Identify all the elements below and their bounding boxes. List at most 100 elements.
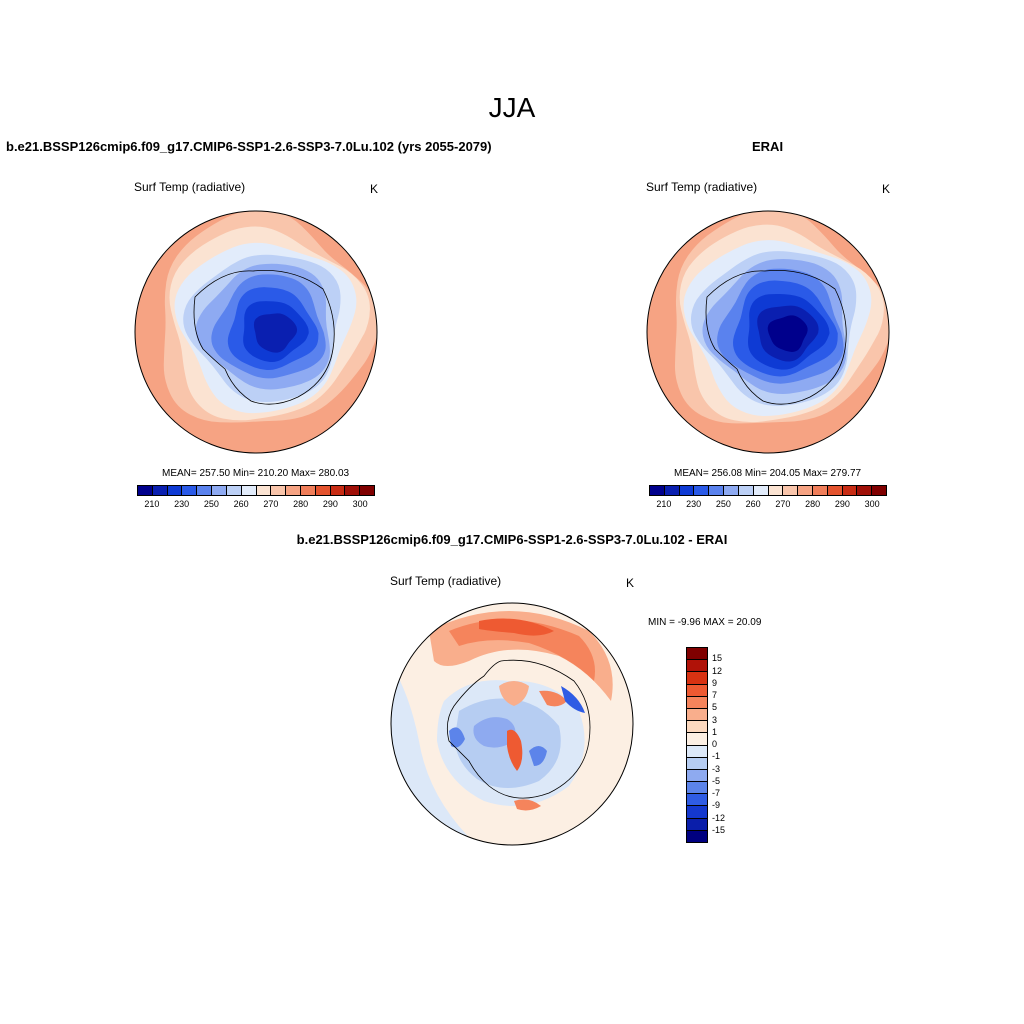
colorbar-swatch <box>872 486 886 495</box>
colorbar-swatch <box>679 486 695 495</box>
model-colorbar <box>137 485 375 496</box>
antarctica-coastline <box>193 270 335 405</box>
obs-colorbar <box>649 485 887 496</box>
colorbar-swatch <box>650 486 665 495</box>
colorbar-swatch <box>687 757 707 770</box>
colorbar-swatch <box>768 486 784 495</box>
colorbar-swatch <box>687 672 707 685</box>
colorbar-tick-label: 5 <box>712 702 718 713</box>
colorbar-swatch <box>138 486 153 495</box>
colorbar-swatch <box>694 486 710 495</box>
diff-panel-header: b.e21.BSSP126cmip6.f09_g17.CMIP6-SSP1-2.… <box>296 532 728 547</box>
diff-units-label: K <box>626 576 635 590</box>
colorbar-swatch <box>167 486 183 495</box>
colorbar-tick-label: 280 <box>805 499 821 509</box>
colorbar-swatch <box>842 486 858 495</box>
colorbar-tick-label: 9 <box>712 677 718 688</box>
colorbar-tick-label: 270 <box>263 499 279 509</box>
colorbar-swatch <box>687 830 707 842</box>
colorbar-tick-label: 12 <box>712 665 723 676</box>
colorbar-swatch <box>315 486 331 495</box>
model-panel-header: b.e21.BSSP126cmip6.f09_g17.CMIP6-SSP1-2.… <box>6 139 492 154</box>
colorbar-swatch <box>212 486 227 495</box>
colorbar-swatch <box>664 486 680 495</box>
colorbar-tick-label: 300 <box>352 499 368 509</box>
colorbar-swatch <box>812 486 828 495</box>
colorbar-swatch <box>687 696 707 709</box>
colorbar-tick-label: 300 <box>864 499 880 509</box>
colorbar-swatch <box>687 794 707 807</box>
colorbar-swatch <box>271 486 287 495</box>
colorbar-tick-label: 230 <box>174 499 190 509</box>
colorbar-tick-label: 290 <box>834 499 850 509</box>
obs-units-label: K <box>882 182 891 196</box>
colorbar-swatch <box>798 486 813 495</box>
colorbar-swatch <box>241 486 257 495</box>
colorbar-swatch <box>687 733 707 746</box>
colorbar-swatch <box>709 486 725 495</box>
colorbar-tick-label: -9 <box>712 800 721 811</box>
model-stats: MEAN= 257.50 Min= 210.20 Max= 280.03 <box>162 468 350 479</box>
colorbar-swatch <box>152 486 168 495</box>
colorbar-tick-label: -7 <box>712 788 721 798</box>
colorbar-tick-label: 290 <box>322 499 338 509</box>
colorbar-swatch <box>687 782 707 795</box>
obs-panel-header: ERAI <box>752 139 784 154</box>
diff-polar-map <box>390 602 634 846</box>
model-variable-label: Surf Temp (radiative) <box>134 180 246 194</box>
colorbar-swatch <box>687 769 707 783</box>
colorbar-tick-label: 260 <box>233 499 249 509</box>
colorbar-swatch <box>360 486 374 495</box>
colorbar-swatch <box>687 708 707 722</box>
colorbar-swatch <box>687 721 707 734</box>
colorbar-tick-label: 230 <box>686 499 702 509</box>
colorbar-swatch <box>182 486 198 495</box>
figure-title: JJA <box>488 92 536 123</box>
colorbar-tick-label: -3 <box>712 763 721 774</box>
colorbar-tick-label: 280 <box>293 499 309 509</box>
colorbar-swatch <box>687 648 707 661</box>
diff-variable-label: Surf Temp (radiative) <box>390 574 502 588</box>
colorbar-tick-label: 270 <box>775 499 791 509</box>
colorbar-tick-label: 250 <box>203 499 219 509</box>
colorbar-tick-label: -12 <box>712 812 726 823</box>
model-polar-map <box>134 210 378 454</box>
diff-colorbar <box>686 647 708 843</box>
temperature-contour-layer <box>767 315 808 352</box>
colorbar-swatch <box>827 486 843 495</box>
obs-stats: MEAN= 256.08 Min= 204.05 Max= 279.77 <box>674 468 862 479</box>
colorbar-swatch <box>256 486 272 495</box>
obs-polar-map <box>646 210 890 454</box>
antarctica-coastline <box>705 270 847 405</box>
colorbar-swatch <box>753 486 769 495</box>
colorbar-tick-label: -1 <box>712 751 721 762</box>
obs-variable-label: Surf Temp (radiative) <box>646 180 758 194</box>
colorbar-tick-label: 0 <box>712 739 718 749</box>
colorbar-tick-label: 210 <box>656 499 672 509</box>
colorbar-swatch <box>197 486 213 495</box>
diff-stats: MIN = -9.96 MAX = 20.09 <box>648 617 762 628</box>
colorbar-tick-label: -5 <box>712 775 721 786</box>
colorbar-swatch <box>738 486 754 495</box>
colorbar-swatch <box>783 486 799 495</box>
colorbar-tick-label: 250 <box>715 499 731 509</box>
colorbar-swatch <box>687 660 707 673</box>
colorbar-tick-label: 1 <box>712 726 718 737</box>
colorbar-tick-label: 15 <box>712 653 723 664</box>
colorbar-swatch <box>300 486 316 495</box>
colorbar-tick-label: 210 <box>144 499 160 509</box>
colorbar-swatch <box>687 745 707 758</box>
colorbar-tick-label: -15 <box>712 824 726 835</box>
colorbar-swatch <box>687 684 707 697</box>
colorbar-swatch <box>687 806 707 819</box>
colorbar-swatch <box>330 486 346 495</box>
colorbar-swatch <box>724 486 739 495</box>
colorbar-swatch <box>857 486 873 495</box>
temperature-contour-layer <box>253 313 298 353</box>
colorbar-swatch <box>345 486 361 495</box>
colorbar-tick-label: 260 <box>745 499 761 509</box>
colorbar-swatch <box>226 486 242 495</box>
colorbar-swatch <box>286 486 301 495</box>
colorbar-swatch <box>687 818 707 831</box>
colorbar-tick-label: 3 <box>712 714 718 725</box>
